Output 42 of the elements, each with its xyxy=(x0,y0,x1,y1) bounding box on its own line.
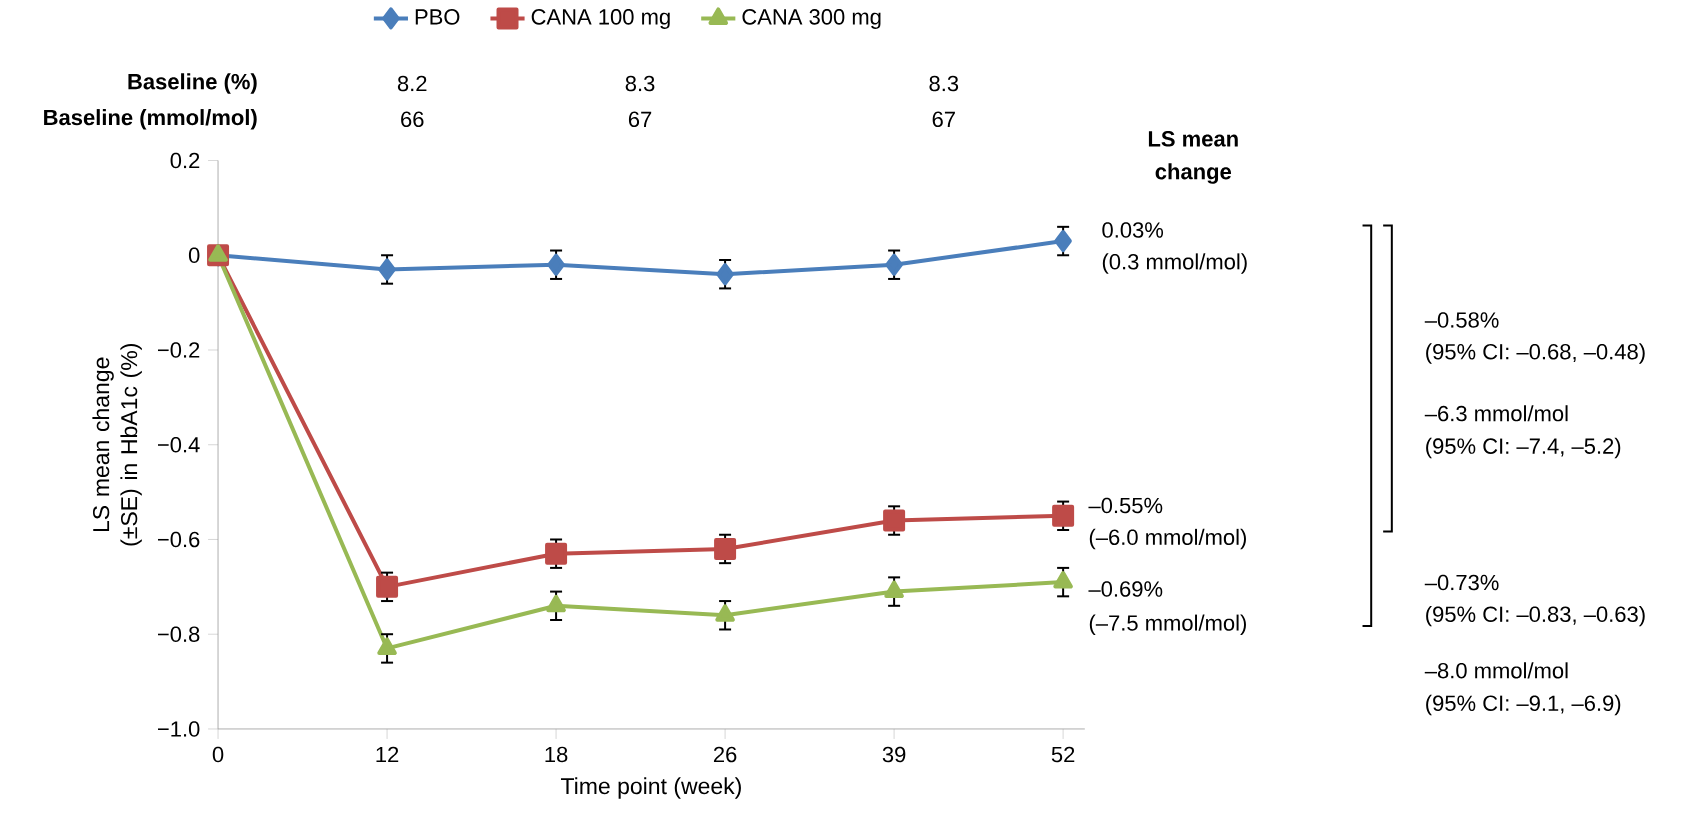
text: 8.2 xyxy=(397,75,427,92)
text: 0.03% xyxy=(1102,222,1164,238)
x-tick-label: 12 xyxy=(376,746,399,763)
x-tick-label: 18 xyxy=(545,746,568,763)
y-tick-label: −0.6 xyxy=(157,531,200,548)
y-tick-label: −1.0 xyxy=(157,721,200,737)
y-tick-label: −0.4 xyxy=(157,436,200,453)
y-tick-label: −0.8 xyxy=(157,626,200,642)
text: LS mean xyxy=(1148,131,1238,147)
x-axis-title: Time point (week) xyxy=(560,777,741,799)
text: –0.58% xyxy=(1424,312,1499,328)
x-tick-label: 0 xyxy=(212,746,224,763)
text: Baseline (%) xyxy=(128,73,257,94)
y-tick-label: −0.2 xyxy=(157,342,200,358)
text: –8.0 mmol/mol xyxy=(1424,662,1568,679)
y-tick-label: 0 xyxy=(188,247,200,264)
text: (0.3 mmol/mol) xyxy=(1102,253,1247,274)
text: change xyxy=(1155,163,1232,184)
x-tick-label: 26 xyxy=(713,746,737,763)
text: 66 xyxy=(401,111,424,128)
text: –0.69% xyxy=(1088,581,1163,597)
legend-label: CANA 300 mg xyxy=(742,9,881,29)
legend-label: PBO xyxy=(415,9,460,25)
text: (95% CI: –0.83, –0.63) xyxy=(1426,605,1645,627)
text: (95% CI: –0.68, –0.48) xyxy=(1426,343,1645,364)
x-tick-label: 52 xyxy=(1051,746,1075,763)
x-tick-label: 39 xyxy=(882,746,906,763)
text: (95% CI: –7.4, –5.2) xyxy=(1426,437,1621,459)
legend-label: CANA 100 mg xyxy=(531,9,670,29)
text: –0.55% xyxy=(1088,497,1163,514)
text: –0.73% xyxy=(1424,574,1499,591)
text: (95% CI: –9.1, –6.9) xyxy=(1426,694,1621,716)
y-tick-label: 0.2 xyxy=(170,152,200,169)
text: (–6.0 mmol/mol) xyxy=(1089,528,1246,550)
text: 67 xyxy=(932,111,955,128)
text: 67 xyxy=(628,111,652,128)
text: Baseline (mmol/mol) xyxy=(44,109,257,130)
text: (–7.5 mmol/mol) xyxy=(1089,614,1246,636)
text: 8.3 xyxy=(929,75,959,92)
text: 8.3 xyxy=(625,75,655,92)
y-axis-title: LS mean change (±SE) in HbA1c (%) xyxy=(92,344,142,546)
text: –6.3 mmol/mol xyxy=(1424,405,1568,422)
